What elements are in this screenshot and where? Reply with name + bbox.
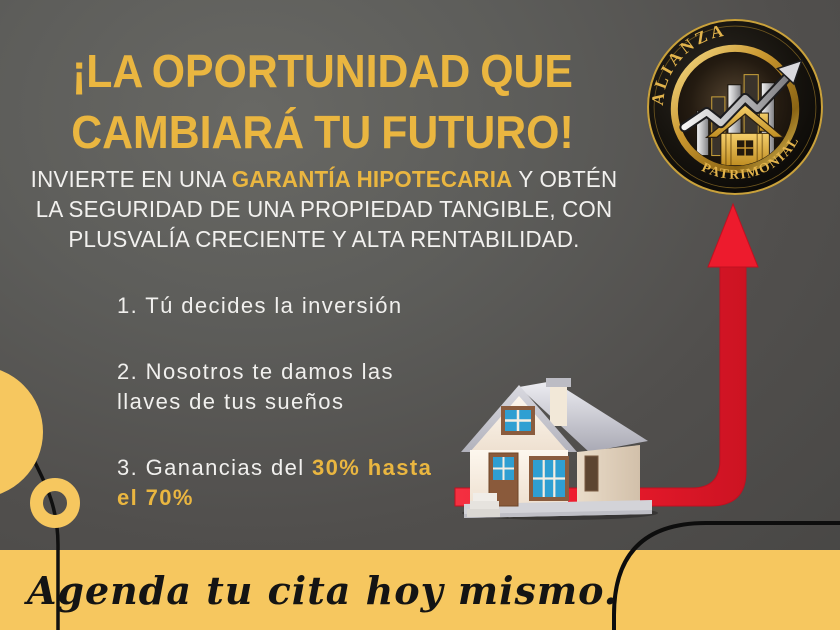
headline: ¡LA OPORTUNIDAD QUE CAMBIARÁ TU FUTURO! [23,41,623,163]
benefits-list: 1. Tú decides la inversión 2. Nosotros t… [117,291,447,549]
headline-line2: CAMBIARÁ TU FUTURO! [71,106,574,158]
headline-line1: ¡LA OPORTUNIDAD QUE [72,45,573,97]
intro-part2: Y OBTÉN LA SEGURIDAD DE UNA PROPIEDAD TA… [35,166,618,252]
logo-badge-icon: ALIANZA PATRIMONIAL [647,19,823,195]
cta-text: Agenda tu cita hoy mismo. [26,568,619,613]
list-item-3: 3. Ganancias del 30% hasta el 70% [117,453,447,513]
yellow-circle-accent [0,370,43,494]
model-house-image [461,378,658,520]
intro-paragraph: INVIERTE EN UNA GARANTÍA HIPOTECARIA Y O… [19,164,628,254]
intro-part1: INVIERTE EN UNA [30,166,232,192]
alianza-patrimonial-logo: ALIANZA PATRIMONIAL [646,18,824,196]
logo-trend-arrow-icon [679,59,803,133]
list-item-2: 2. Nosotros te damos las llaves de tus s… [117,359,394,414]
list-item-1: 1. Tú decides la inversión [117,293,403,318]
list-item-3-highlight: 30% hasta el 70% [117,455,433,510]
intro-highlight: GARANTÍA HIPOTECARIA [231,166,513,192]
yellow-ring-accent [30,478,80,528]
list-item-3-pre: 3. Ganancias del [117,455,313,480]
